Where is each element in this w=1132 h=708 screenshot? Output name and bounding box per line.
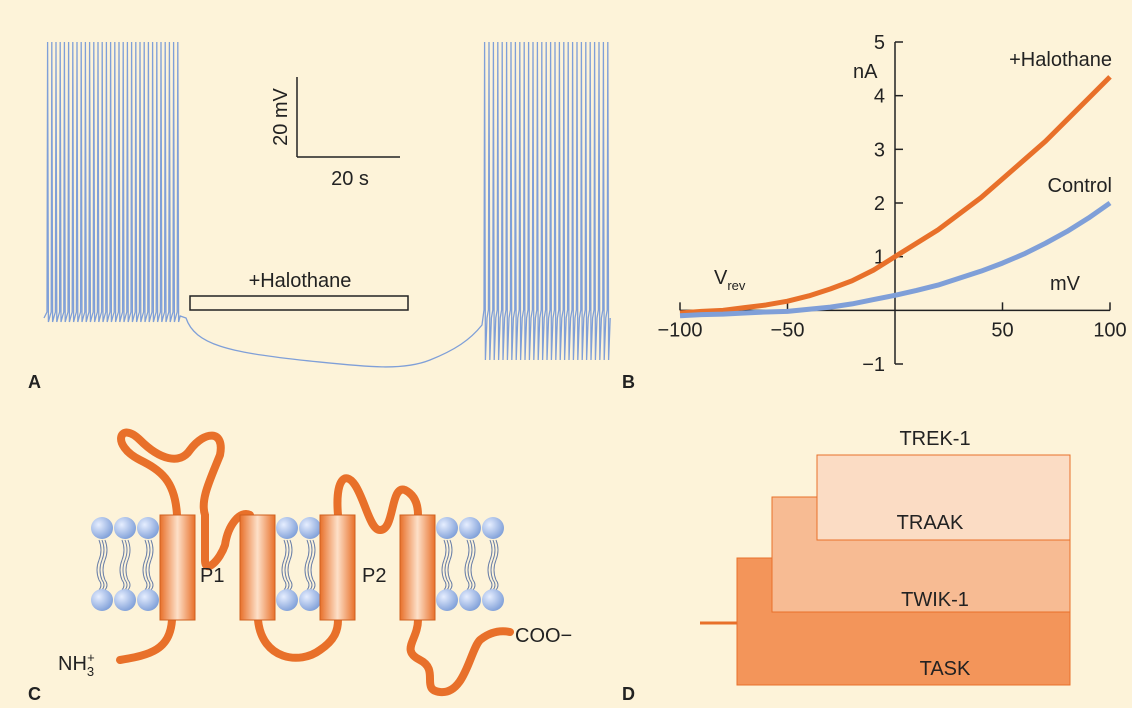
leaf-label: TWIK-1 [901,589,969,611]
annotation-sub: rev [727,278,746,293]
leaf-label: TRAAK [897,512,964,534]
y-tick-label: 3 [874,139,885,161]
lipid-tail [310,539,316,591]
voltage-trace [43,41,611,368]
lipid-head [276,517,298,539]
lipid-tail [493,539,499,591]
pore-label: P1 [200,565,224,587]
panel-label: C [28,684,41,704]
lipid-head [91,589,113,611]
lipid-tail [102,539,108,591]
x-tick-label: −50 [771,319,805,341]
scale-label: 20 s [331,168,369,190]
lipid-tail [441,539,447,591]
scale-label: 20 mV [270,87,292,145]
x-tick-label: −100 [657,319,702,341]
n-terminus: NH3+ [58,650,95,679]
y-axis-label: nA [853,61,878,83]
lipid-head [459,589,481,611]
panel-label: B [622,372,635,392]
x-tick-label: 100 [1093,319,1126,341]
data-line [679,200,1112,319]
lipid-tail [464,539,470,591]
annotation: Vrev [714,267,746,293]
lipid-tail [281,539,287,591]
lipid-tail [119,539,125,591]
panel-label: A [28,372,41,392]
clade-box [816,454,1071,541]
series-label: Control [1048,175,1112,197]
membrane [91,517,504,611]
lipid-tail [148,539,154,591]
lipid-head [114,517,136,539]
y-tick-label: 4 [874,86,885,108]
lipid-tail [487,539,493,591]
n-sup: + [87,650,95,665]
panel-d: TREK-1 TRAAK TWIK-1 TASK [700,428,1071,686]
drug-bar [189,295,409,311]
lipid-head [436,589,458,611]
leaf-label: TASK [920,658,971,680]
panel-a: 20 mV 20 s +Halothane [43,41,611,368]
lipid-tail [145,539,151,591]
lipid-head [482,589,504,611]
lipid-head [114,589,136,611]
n-base: NH [58,653,87,675]
helix [399,514,436,621]
panel-c: P1 P2 NH3+ COO− [58,428,572,696]
y-tick-label: 1 [874,247,885,269]
y-tick-label: −1 [862,354,885,376]
lipid-head [436,517,458,539]
lipid-head [482,517,504,539]
y-tick-label: 5 [874,32,885,54]
lipid-tail [470,539,476,591]
x-tick-label: 50 [991,319,1013,341]
protein-chain [116,428,514,696]
lipid-tail [304,539,310,591]
lipid-head [137,517,159,539]
panel-b: −100 −50 50 100 −1 1 2 3 4 5 nA mV +Halothane Control [657,32,1126,376]
series-label: +Halothane [1009,49,1112,71]
lipid-tail [142,539,148,591]
lipid-tail [96,539,102,591]
lipid-tail [467,539,473,591]
lipid-head [459,517,481,539]
pore-label: P2 [362,565,386,587]
helix [159,514,196,621]
lipid-tail [287,539,293,591]
n-sub: 3 [87,664,94,679]
lipid-tail [307,539,313,591]
x-axis-label: mV [1050,273,1081,295]
lipid-head [91,517,113,539]
y-tick-label: 2 [874,193,885,215]
helix [239,514,276,621]
lipid-tail [284,539,290,591]
lipid-head [276,589,298,611]
panel-label: D [622,684,635,704]
annotation-base: V [714,267,728,289]
lipid-head [299,517,321,539]
lipid-tail [125,539,131,591]
lipid-tail [99,539,105,591]
lipid-head [299,589,321,611]
lipid-tail [490,539,496,591]
lipid-tail [122,539,128,591]
lipid-head [137,589,159,611]
lipid-tail [444,539,450,591]
c-terminus: COO− [515,625,572,647]
lipid-tail [447,539,453,591]
leaf-label: TREK-1 [899,428,970,450]
drug-label: +Halothane [249,270,352,292]
helix [319,514,356,621]
data-line [679,75,1112,316]
